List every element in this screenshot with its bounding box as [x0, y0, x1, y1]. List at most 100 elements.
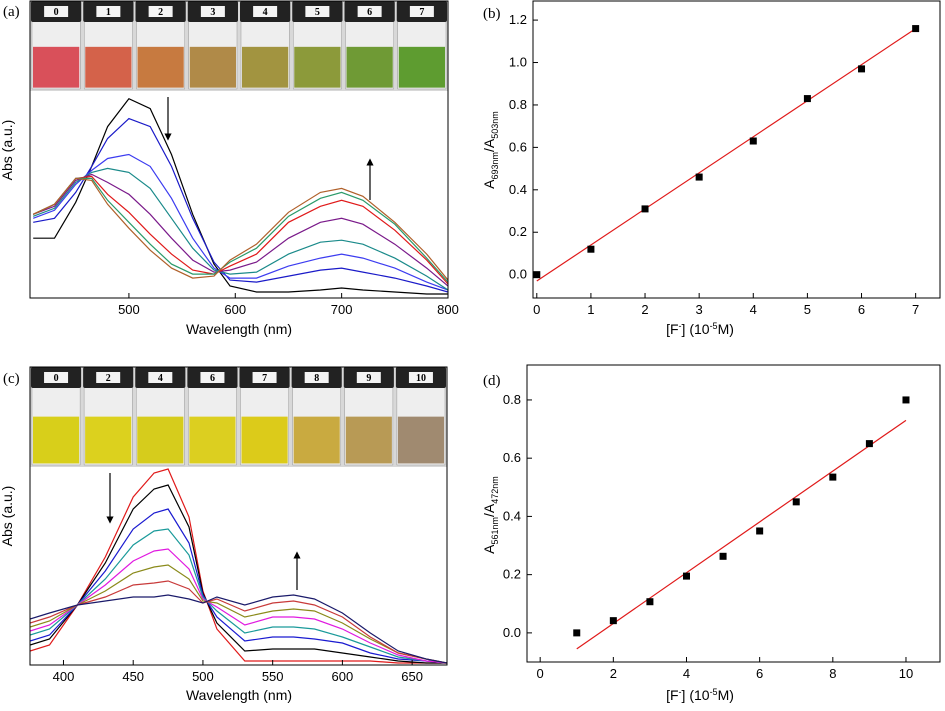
spectrum-line — [32, 173, 448, 287]
y-tick-label: 0.6 — [503, 450, 521, 465]
x-tick-label: 4 — [750, 302, 757, 317]
y-tick-label: 0.4 — [509, 182, 527, 197]
x-tick-label: 5 — [804, 302, 811, 317]
x-tick-label: 600 — [224, 302, 246, 317]
vial-tag — [96, 6, 121, 17]
vial-tag — [148, 372, 173, 383]
spectrum-line — [32, 167, 448, 291]
spectrum-line — [32, 177, 448, 281]
vial-liquid — [241, 416, 288, 464]
vial-liquid — [293, 416, 340, 464]
data-point — [609, 617, 617, 625]
spectrum-line — [33, 117, 448, 293]
data-point — [803, 95, 811, 103]
x-tick-label: 3 — [696, 302, 703, 317]
panel-label: (c) — [3, 371, 20, 387]
vial-liquid — [137, 416, 184, 464]
vial-liquid — [33, 416, 80, 464]
spectrum-line — [30, 468, 447, 664]
data-point — [719, 552, 727, 560]
data-point — [858, 65, 866, 73]
vial-liquid — [242, 46, 289, 88]
x-tick-label: 800 — [437, 302, 459, 317]
x-tick-label: 0 — [537, 666, 544, 681]
vial-tag — [148, 6, 173, 17]
data-point — [682, 572, 690, 580]
spectrum-line — [30, 508, 447, 664]
x-axis-label: Wavelength (nm) — [186, 687, 292, 703]
x-axis-label: Wavelength (nm) — [186, 321, 292, 337]
vial-liquid — [33, 46, 80, 88]
x-tick-label: 400 — [53, 669, 75, 684]
y-axis-label: A693nm/A503nm — [481, 111, 500, 189]
label-part: M) — [718, 321, 734, 337]
vial-photo: 0 1 2 3 4 5 6 7 — [30, 1, 448, 91]
plot-frame — [532, 0, 941, 299]
vial-label: 3 — [210, 7, 215, 18]
y-tick-label: 1.2 — [509, 12, 527, 27]
plot-frame — [29, 0, 449, 299]
x-tick-label: 4 — [683, 666, 690, 681]
superscript: -5 — [710, 687, 718, 697]
vial-label: 6 — [367, 7, 372, 18]
y-tick-label: 1.0 — [509, 55, 527, 70]
data-point — [829, 473, 837, 481]
x-tick-label: 450 — [122, 669, 144, 684]
vial-label: 5 — [315, 7, 320, 18]
spectrum-line — [30, 594, 447, 664]
vial-label: 2 — [106, 373, 111, 384]
vial-tag — [200, 6, 225, 17]
data-point — [749, 137, 757, 145]
panel-label: (a) — [3, 4, 20, 20]
y-tick-label: 0.0 — [509, 267, 527, 282]
vial-label: 8 — [314, 373, 319, 384]
spectrum-line — [30, 564, 447, 664]
label-part: /A — [481, 503, 497, 517]
superscript: - — [679, 321, 682, 331]
vial-liquid — [294, 46, 341, 88]
data-point — [865, 440, 873, 448]
label-part: A — [481, 544, 497, 554]
subscript: 561nm — [490, 517, 500, 545]
y-axis-label: Abs (a.u.) — [0, 120, 15, 181]
panel-label: (d) — [483, 373, 501, 389]
vial-liquid — [189, 416, 236, 464]
vial-label: 4 — [158, 373, 163, 384]
x-tick-label: 500 — [118, 302, 140, 317]
spectrum-line — [30, 484, 447, 664]
x-tick-label: 700 — [331, 302, 353, 317]
vial-tag — [356, 372, 381, 383]
x-tick-label: 6 — [756, 666, 763, 681]
spectrum-line — [30, 548, 447, 664]
x-axis-label: [F-] (10-5M) — [666, 321, 734, 337]
x-tick-label: 6 — [858, 302, 865, 317]
label-part: M) — [718, 687, 734, 703]
vial-tag — [409, 6, 434, 17]
x-tick-label: 10 — [899, 666, 913, 681]
spectrum-line — [32, 177, 448, 283]
data-point — [792, 498, 800, 506]
spectrum-line — [30, 528, 447, 664]
y-tick-label: 0.2 — [509, 224, 527, 239]
x-tick-label: 500 — [192, 669, 214, 684]
vial-label: 7 — [262, 373, 267, 384]
spectrum-line — [32, 153, 448, 291]
x-tick-label: 0 — [533, 302, 540, 317]
vial-liquid — [397, 416, 444, 464]
superscript: - — [679, 687, 682, 697]
spectrum-line — [30, 580, 447, 664]
fit-line — [536, 28, 916, 282]
data-point — [573, 629, 581, 637]
y-tick-label: 0.8 — [503, 392, 521, 407]
label-part: A — [481, 179, 497, 189]
y-tick-label: 0.8 — [509, 97, 527, 112]
label-part: [F — [666, 687, 678, 703]
data-point — [912, 25, 920, 33]
vial-tag — [96, 372, 121, 383]
vial-liquid — [398, 46, 445, 88]
x-tick-label: 1 — [587, 302, 594, 317]
vial-liquid — [345, 416, 392, 464]
vial-label: 10 — [416, 373, 426, 384]
x-tick-label: 2 — [610, 666, 617, 681]
vial-label: 7 — [419, 7, 424, 18]
